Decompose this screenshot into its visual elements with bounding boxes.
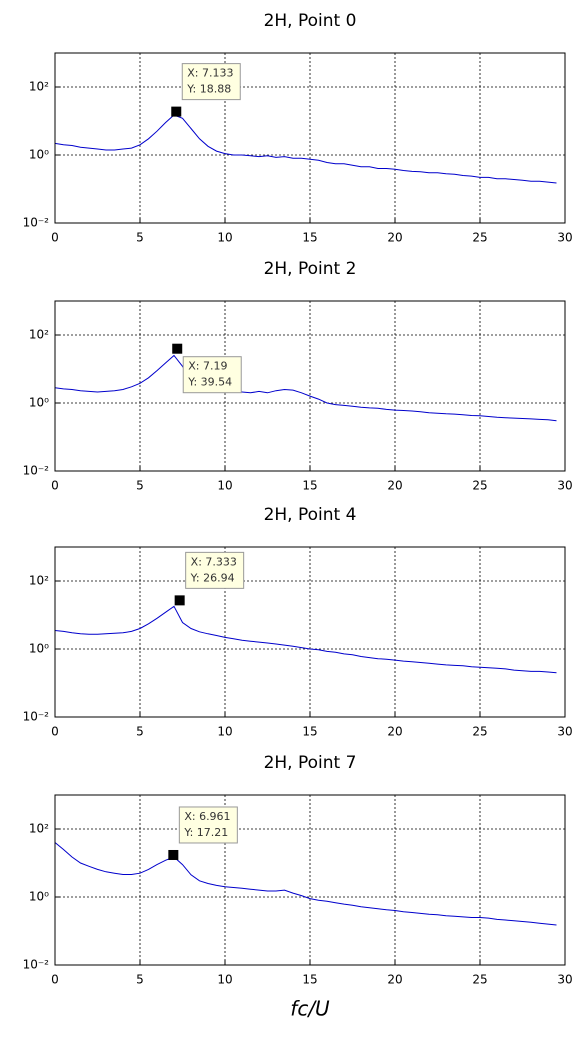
- x-tick-label: 10: [217, 973, 232, 987]
- x-tick-label: 20: [387, 479, 402, 493]
- data-line: [54, 114, 557, 184]
- datatip-box: [178, 806, 238, 844]
- data-line: [54, 842, 557, 926]
- x-axis-label: fc/U: [290, 997, 330, 1021]
- data-line: [54, 354, 557, 422]
- datatip-x: X: 7.133: [187, 67, 233, 80]
- y-tick-label: 10⁰: [29, 396, 49, 410]
- datatip-marker: [168, 849, 179, 860]
- y-tick-label: 10⁻²: [23, 216, 50, 230]
- chart-title: 2H, Point 4: [264, 505, 357, 525]
- x-tick-label: 5: [136, 231, 144, 245]
- y-tick-label: 10⁻²: [23, 958, 50, 972]
- y-tick-label: 10²: [29, 822, 49, 836]
- x-tick-label: 30: [557, 479, 572, 493]
- x-tick-label: 15: [302, 231, 317, 245]
- x-tick-label: 0: [51, 973, 59, 987]
- y-tick-label: 10⁻²: [23, 710, 50, 724]
- y-tick-label: 10²: [29, 574, 49, 588]
- chart-title: 2H, Point 2: [264, 259, 357, 279]
- y-tick-label: 10⁻²: [23, 464, 50, 478]
- axes-box: [54, 52, 566, 224]
- x-tick-label: 25: [472, 725, 487, 739]
- datatip-y: Y: 26.94: [190, 571, 235, 584]
- x-tick-label: 5: [136, 725, 144, 739]
- datatip-y: Y: 39.54: [187, 376, 232, 389]
- x-tick-label: 10: [217, 479, 232, 493]
- datatip-marker: [172, 343, 183, 354]
- x-tick-label: 25: [472, 231, 487, 245]
- axes-box: [54, 546, 566, 718]
- x-tick-label: 0: [51, 479, 59, 493]
- axes-box: [54, 794, 566, 966]
- datatip-x: X: 7.333: [191, 555, 237, 568]
- datatip-box: [181, 63, 241, 101]
- x-tick-label: 30: [557, 231, 572, 245]
- y-tick-label: 10²: [29, 328, 49, 342]
- x-tick-label: 5: [136, 973, 144, 987]
- x-tick-label: 20: [387, 725, 402, 739]
- datatip-y: Y: 17.21: [183, 826, 228, 839]
- datatip-box: [182, 356, 242, 394]
- x-tick-label: 10: [217, 725, 232, 739]
- axes-box: [54, 300, 566, 472]
- datatip-x: X: 7.19: [188, 360, 227, 373]
- x-tick-label: 25: [472, 479, 487, 493]
- x-tick-label: 20: [387, 231, 402, 245]
- chart-title: 2H, Point 7: [264, 753, 357, 773]
- x-tick-label: 15: [302, 973, 317, 987]
- x-tick-label: 0: [51, 725, 59, 739]
- y-tick-label: 10⁰: [29, 890, 49, 904]
- y-tick-label: 10²: [29, 80, 49, 94]
- y-tick-label: 10⁰: [29, 642, 49, 656]
- x-tick-label: 10: [217, 231, 232, 245]
- x-tick-label: 5: [136, 479, 144, 493]
- datatip-box: [185, 551, 245, 589]
- chart-title: 2H, Point 0: [264, 11, 357, 31]
- x-tick-label: 30: [557, 725, 572, 739]
- x-tick-label: 20: [387, 973, 402, 987]
- datatip-x: X: 6.961: [184, 810, 230, 823]
- x-tick-label: 15: [302, 479, 317, 493]
- datatip-marker: [171, 106, 182, 117]
- x-tick-label: 15: [302, 725, 317, 739]
- x-tick-label: 30: [557, 973, 572, 987]
- data-line: [54, 605, 557, 674]
- datatip-marker: [174, 595, 185, 606]
- x-tick-label: 25: [472, 973, 487, 987]
- x-tick-label: 0: [51, 231, 59, 245]
- datatip-y: Y: 18.88: [186, 83, 231, 96]
- y-tick-label: 10⁰: [29, 148, 49, 162]
